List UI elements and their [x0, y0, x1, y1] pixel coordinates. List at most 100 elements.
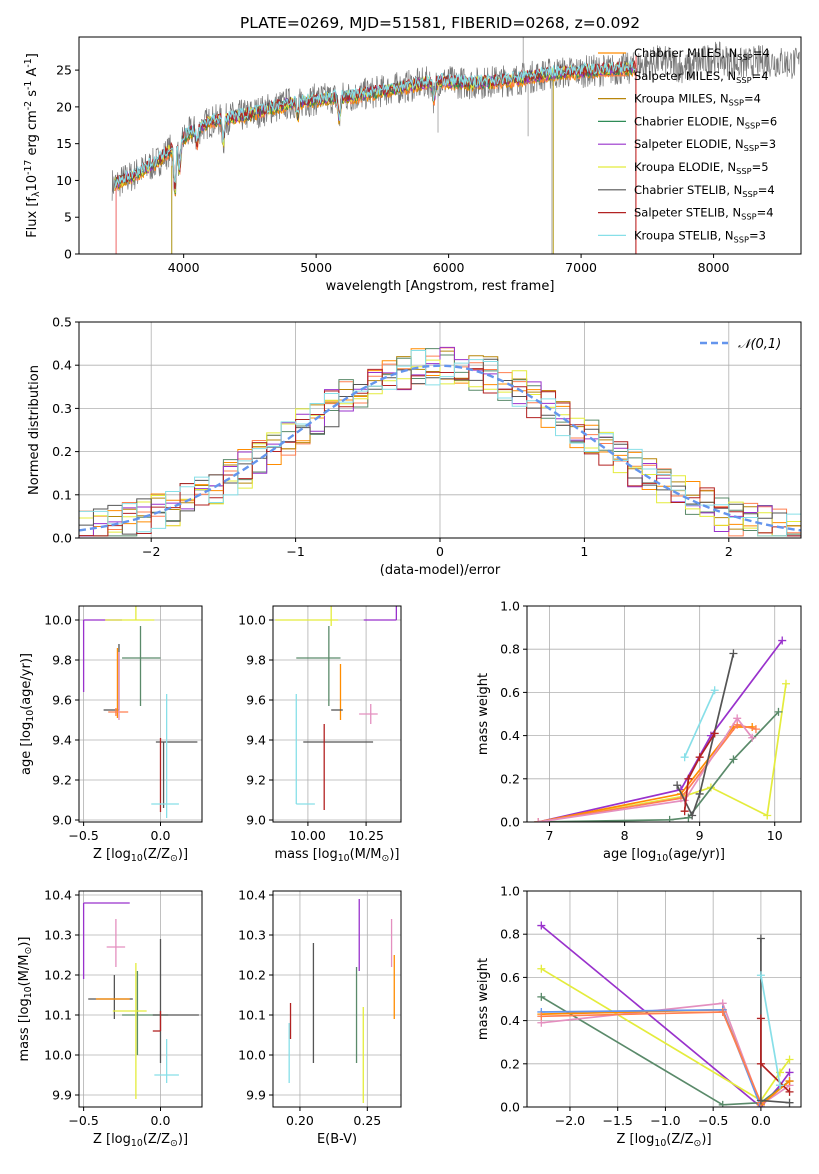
y-tick-label: 10.0	[238, 613, 266, 628]
x-tick-label: −0.5	[698, 1113, 728, 1128]
frame-weight_vs_Z: −2.0 −1.5 −1.0 −0.5 0.0 0.0 0.2 0.4 0.6 0.8 1.0 Z […	[476, 884, 802, 1149]
y-tick-label: 10.3	[238, 928, 266, 943]
y-axis-label: Normed distribution	[27, 365, 42, 495]
frame-mass_vs_EBV: 0.20 0.25 9.9 10.0 10.1 10.2 10.3 10.4 E(B-V)	[238, 888, 402, 1147]
y-tick-label: 9.8	[52, 653, 72, 668]
x-tick-label: 1	[580, 544, 588, 559]
errorbar-point	[152, 1011, 162, 1032]
y-tick-label: 20	[56, 99, 72, 114]
y-tick-label: 0.1	[52, 487, 72, 502]
plot-area-spectrum	[111, 37, 800, 254]
y-tick-label: 0.3	[52, 401, 72, 416]
x-tick-label: 8	[621, 828, 629, 843]
x-axis-label: E(B-V)	[317, 1132, 357, 1147]
legend-entry: 𝒩(0,1)	[738, 337, 781, 352]
y-tick-label: 0.0	[500, 1100, 520, 1115]
legend-entry: Chabrier ELODIE, NSSP​=6	[634, 114, 777, 130]
legend-entry: Chabrier STELIB, NSSP​=4	[634, 183, 775, 199]
frame-mass_vs_Z: −0.5 0.0 9.9 10.0 10.1 10.2 10.3 10.4 Z [log10​(…	[17, 888, 203, 1149]
y-tick-label: 5	[64, 210, 72, 225]
weight-series-5	[534, 714, 757, 822]
x-tick-label: 0.0	[751, 1113, 771, 1128]
errorbar-point	[363, 606, 397, 621]
weight-series-8	[680, 686, 719, 762]
y-tick-label: 10.0	[44, 1048, 72, 1063]
axes-age_vs_mass: 10.00 10.25 9.0 9.2 9.4 9.6 9.8 10.0 mass [log10…	[238, 605, 402, 864]
y-tick-label: 9.9	[246, 1088, 266, 1103]
y-tick-label: 9.6	[52, 693, 72, 708]
x-tick-label: 10	[767, 828, 783, 843]
y-tick-label: 0.4	[52, 358, 72, 373]
plot-area-mass_vs_EBV	[288, 899, 395, 1103]
chart-title: PLATE=0269, MJD=51581, FIBERID=0268, z=0…	[240, 14, 640, 32]
y-tick-label: 10.0	[238, 1048, 266, 1063]
errorbar-point	[112, 963, 147, 1099]
y-tick-label: 10.1	[44, 1008, 72, 1023]
errorbar-point	[154, 1039, 179, 1083]
y-axis-label: mass [log10​(M/M⊙​)]	[17, 937, 34, 1062]
y-tick-label: 0.5	[52, 315, 72, 330]
y-tick-label: 0.0	[500, 815, 520, 830]
axes-weight_vs_age: 7 8 9 10 0.0 0.2 0.4 0.6 0.8 1.0 age [log10​(age/y…	[476, 599, 802, 864]
y-axis-label: mass weight	[476, 673, 491, 755]
x-tick-label: 0.0	[151, 828, 171, 843]
x-tick-label: −0.5	[68, 1113, 98, 1128]
y-tick-label: 0.8	[500, 927, 520, 942]
y-tick-label: 10.4	[44, 888, 72, 903]
frame-weight_vs_age: 7 8 9 10 0.0 0.2 0.4 0.6 0.8 1.0 age [log10​(age/y…	[476, 599, 802, 864]
x-tick-label: 0.20	[286, 1113, 314, 1128]
y-tick-label: 0.4	[500, 1013, 520, 1028]
x-axis-label: mass [log10​(M/M⊙​)]	[275, 847, 400, 864]
y-tick-label: 10.2	[238, 968, 266, 983]
plot-area-residuals	[79, 346, 801, 537]
weight-series-1	[537, 964, 794, 1105]
x-tick-label: −1	[286, 544, 304, 559]
x-tick-label: −1.5	[603, 1113, 633, 1128]
y-tick-label: 9.0	[52, 813, 72, 828]
y-tick-label: 9.2	[52, 773, 72, 788]
errorbar-point	[275, 606, 339, 626]
weight-series-7	[756, 934, 794, 1107]
y-tick-label: 9.0	[246, 813, 266, 828]
legend-entry: Kroupa ELODIE, NSSP​=5	[634, 160, 769, 176]
plot-area-weight_vs_age	[534, 636, 790, 822]
y-tick-label: 1.0	[500, 599, 520, 614]
y-tick-label: 0.2	[500, 1056, 520, 1071]
y-tick-label: 0.8	[500, 642, 520, 657]
x-tick-label: −2	[142, 544, 160, 559]
y-tick-label: 0.6	[500, 685, 520, 700]
axes-mass_vs_Z: −0.5 0.0 9.9 10.0 10.1 10.2 10.3 10.4 Z [log10​(…	[17, 888, 203, 1149]
errorbar-point	[295, 694, 315, 805]
x-tick-label: 0.25	[353, 1113, 381, 1128]
y-tick-label: 0.0	[52, 531, 72, 546]
x-tick-label: 10.00	[290, 828, 326, 843]
axes-spectrum: 4000 5000 6000 7000 8000 0 5 10 15 20 25 wavelength…	[23, 14, 802, 294]
y-tick-label: 0.6	[500, 970, 520, 985]
x-tick-label: −2.0	[555, 1113, 585, 1128]
y-tick-label: 1.0	[500, 884, 520, 899]
errorbar-point	[108, 708, 129, 716]
axes-age_vs_Z: −0.5 0.0 9.0 9.2 9.4 9.6 9.8 10.0 Z [log10​(Z/Z⊙…	[19, 605, 203, 864]
axes-mass_vs_EBV: 0.20 0.25 9.9 10.0 10.1 10.2 10.3 10.4 E(B-V)	[238, 888, 402, 1147]
x-axis-label: age [log10​(age/yr)]	[603, 847, 725, 864]
errorbar-point	[122, 626, 161, 706]
y-tick-label: 0	[64, 247, 72, 262]
legend-entry: Salpeter STELIB, NSSP​=4	[634, 206, 774, 222]
legend: Chabrier MILES, NSSP​=4 Salpeter MILES, N…	[598, 46, 777, 244]
histogram-7	[79, 368, 801, 537]
plot-area-age_vs_Z	[82, 606, 198, 818]
x-axis-label: Z [log10​(Z/Z⊙​)]	[93, 847, 188, 864]
y-tick-label: 15	[56, 136, 72, 151]
y-tick-label: 25	[56, 63, 72, 78]
weight-series-2	[534, 707, 783, 822]
errorbar-point	[105, 606, 155, 621]
legend: 𝒩(0,1)	[700, 337, 781, 352]
y-tick-label: 9.8	[246, 653, 266, 668]
y-axis-label: Flux [fλ​10-17​ erg cm-2​ s-1​ A-1​]	[23, 53, 42, 238]
y-tick-label: 9.2	[246, 773, 266, 788]
weight-series-9	[756, 971, 784, 1090]
x-tick-label: 0	[436, 544, 444, 559]
legend-entry: Kroupa STELIB, NSSP​=3	[634, 228, 766, 244]
y-tick-label: 9.9	[52, 1088, 72, 1103]
